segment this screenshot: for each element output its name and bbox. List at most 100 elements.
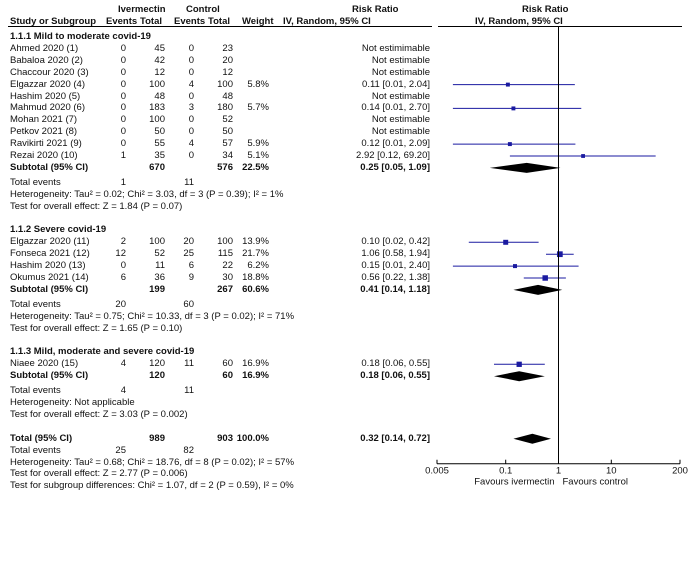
study-row-total2: 52 [222, 114, 233, 126]
study-row-total1: 100 [149, 78, 165, 90]
study-row-total2: 100 [217, 78, 233, 90]
study-row-weight: 5.1% [247, 150, 269, 161]
study-row-total2: 22 [222, 260, 233, 272]
study-row-ci: 0.10 [0.02, 0.42] [361, 236, 430, 248]
subtotal-weight: 22.5% [242, 161, 269, 173]
study-row-total1: 35 [154, 150, 165, 161]
study-row-events1: 0 [120, 138, 126, 150]
study-row-events1: 1 [120, 150, 126, 161]
study-row-point [507, 142, 512, 147]
total-events-label: Total events [10, 298, 61, 310]
subtotal-ci: 0.18 [0.06, 0.55] [360, 370, 430, 382]
study-row-events2: 25 [183, 248, 194, 260]
study-row-weight: 21.7% [242, 248, 269, 260]
study-row-ci: Not estimable [371, 90, 430, 102]
study-row-label: Fonseca 2021 (12) [10, 248, 90, 260]
study-row-events1: 6 [120, 272, 126, 283]
study-row-total1: 50 [154, 126, 165, 138]
study-row-total1: 100 [149, 114, 165, 126]
study-row-weight: 6.2% [247, 260, 269, 272]
study-row-events2: 0 [188, 66, 194, 78]
overall-heterogeneity: Heterogeneity: Tau² = 0.68; Chi² = 18.76… [10, 456, 295, 468]
study-row-total1: 48 [154, 90, 165, 102]
subtotal-ci: 0.41 [0.14, 1.18] [360, 283, 430, 295]
study-row-total1: 52 [154, 248, 165, 260]
study-row-total1: 55 [154, 138, 165, 150]
study-row-point [503, 239, 509, 245]
study-row-ci: Not estimable [371, 66, 430, 78]
study-row-total2: 20 [222, 54, 233, 66]
total-events-1: 1 [120, 176, 126, 188]
total-events-2: 60 [183, 298, 194, 310]
subtotal-weight: 60.6% [242, 283, 269, 295]
rr-header: Risk Ratio [352, 4, 399, 15]
study-row-weight: 5.8% [247, 78, 269, 90]
study-row-point [516, 361, 522, 367]
plot-header: Risk Ratio [522, 4, 569, 15]
study-row-label: Mohan 2021 (7) [10, 114, 78, 126]
study-row-events1: 0 [120, 260, 126, 272]
plot-method-header: IV, Random, 95% CI [475, 16, 563, 27]
study-row-ci: 0.11 [0.01, 2.04] [362, 78, 430, 90]
study-row-point [512, 264, 517, 269]
method-header: IV, Random, 95% CI [283, 16, 371, 27]
study-row-events2: 0 [188, 150, 194, 161]
study-row-total1: 100 [149, 236, 165, 248]
study-row-point [556, 251, 563, 258]
subtotal-total1: 120 [149, 370, 165, 382]
study-row-events2: 0 [188, 54, 194, 66]
overall-effect-text: Test for overall effect: Z = 3.03 (P = 0… [10, 408, 188, 420]
total-diamond [513, 433, 551, 444]
study-row-events1: 2 [120, 236, 126, 248]
study-row-label: Niaee 2020 (15) [10, 358, 79, 370]
subgroup-title: 1.1.2 Severe covid-19 [10, 224, 107, 236]
total-events-label: Total events [10, 385, 61, 397]
weight-header: Weight [242, 16, 274, 27]
subtotal-diamond [513, 284, 563, 295]
study-row-label: Mahmud 2020 (6) [10, 102, 85, 114]
total-events-2: 11 [184, 176, 194, 188]
study-row-total2: 100 [217, 236, 233, 248]
study-row-weight: 13.9% [242, 236, 269, 248]
study-row-total1: 36 [154, 272, 165, 283]
study-row-events1: 0 [120, 90, 126, 102]
subtotal-weight: 16.9% [242, 370, 269, 382]
study-row-events2: 4 [188, 78, 194, 90]
study-row-label: Okumus 2021 (14) [10, 272, 89, 283]
subtotal-diamond [489, 162, 561, 173]
study-row-ci: 0.18 [0.06, 0.55] [361, 358, 430, 370]
subgroup-differences: Test for subgroup differences: Chi² = 1.… [10, 480, 294, 492]
subtotal-total1: 199 [149, 283, 165, 295]
study-row-events2: 0 [188, 126, 194, 138]
total-ci: 0.32 [0.14, 0.72] [360, 432, 430, 444]
study-row-label: Petkov 2021 (8) [10, 126, 78, 138]
study-row-label: Ravikirti 2021 (9) [10, 138, 82, 150]
study-column-header: Study or Subgroup [10, 16, 97, 27]
study-row-weight: 18.8% [242, 272, 269, 283]
study-row-total1: 11 [155, 260, 165, 272]
study-row-total2: 57 [222, 138, 233, 150]
overall-total-events-label: Total events [10, 444, 61, 456]
study-row-events1: 0 [120, 114, 126, 126]
subtotal-total2: 60 [222, 370, 233, 382]
study-row-ci: 0.15 [0.01, 2.40] [361, 260, 430, 272]
study-row-label: Rezai 2020 (10) [10, 150, 78, 161]
study-row-total1: 183 [149, 102, 165, 114]
study-row-total2: 23 [222, 42, 233, 54]
x-tick-label: 200 [672, 466, 688, 477]
study-row-total1: 42 [154, 54, 165, 66]
group2-header: Control [186, 4, 220, 15]
total-events-label: Total events [10, 176, 61, 188]
study-row-total2: 60 [222, 358, 233, 370]
study-row-ci: Not estimable [371, 126, 430, 138]
total-events-1: 4 [120, 385, 126, 397]
subtotal-label: Subtotal (95% CI) [10, 370, 89, 382]
study-row-ci: Not estimable [371, 114, 430, 126]
total-weight: 100.0% [236, 432, 269, 444]
study-row-total2: 50 [222, 126, 233, 138]
study-row-label: Hashim 2020 (5) [10, 90, 81, 102]
study-row-events1: 4 [120, 358, 126, 370]
study-row-events2: 0 [188, 42, 194, 54]
study-row-ci: 1.06 [0.58, 1.94] [361, 248, 430, 260]
study-row-events2: 6 [188, 260, 194, 272]
